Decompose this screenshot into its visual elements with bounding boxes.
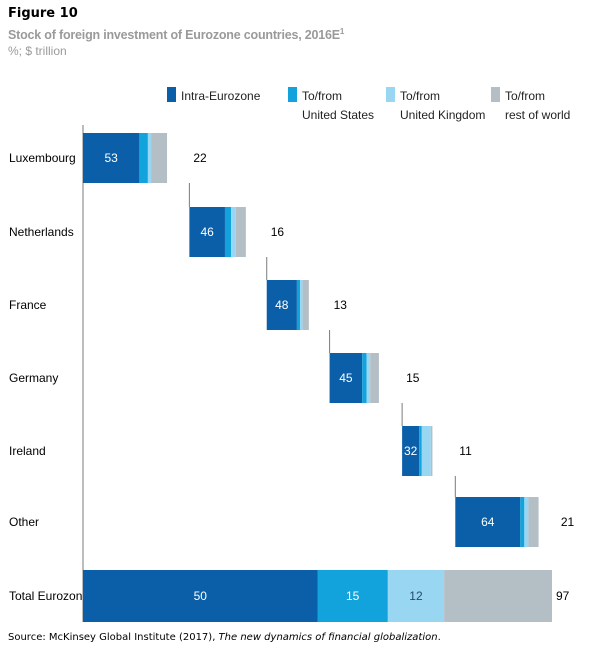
bar-segment-to-from-rest-of-world [302, 280, 309, 330]
row-germany: Germany 45 15 [9, 330, 420, 403]
bar-segment-to-from-rest-of-world [151, 133, 168, 183]
legend-label: rest of world [505, 108, 570, 122]
source-suffix: . [437, 632, 441, 643]
row-luxembourg: Luxembourg 53 22 [9, 133, 207, 183]
bar-segment-to-from-rest-of-world [444, 570, 552, 622]
source-prefix: Source: McKinsey Global Institute (2017)… [8, 632, 219, 643]
bar-segment-to-from-united-states [224, 207, 232, 257]
source-title: The new dynamics of financial globalizat… [218, 632, 438, 643]
category-label: Germany [9, 371, 58, 385]
legend-label: To/from [302, 89, 342, 103]
bar-segment-intra-eurozone [83, 133, 140, 183]
category-label: France [9, 298, 47, 312]
category-label: Ireland [9, 444, 46, 458]
chart-title: Stock of foreign investment of Eurozone … [8, 27, 344, 42]
segment-value-label: 64 [481, 515, 495, 529]
bar-segment-intra-eurozone [266, 280, 297, 330]
bar-segment-to-from-united-kingdom [387, 570, 445, 622]
legend-label: United States [302, 108, 374, 122]
segment-value-label: 53 [105, 151, 119, 165]
bar-segment-to-from-united-states [419, 426, 422, 476]
chart-subtitle: %; $ trillion [8, 44, 67, 58]
title-footnote-marker: 1 [339, 27, 345, 36]
bar-segment-intra-eurozone [402, 426, 420, 476]
category-label: Other [9, 515, 39, 529]
segment-value-label: 50 [194, 589, 208, 603]
legend-label: To/from [505, 89, 545, 103]
category-label: Luxembourg [9, 151, 76, 165]
legend-swatch [288, 87, 297, 102]
bar-segment-to-from-rest-of-world [370, 353, 379, 403]
segment-value-label: 46 [200, 225, 214, 239]
bar-segment-to-from-rest-of-world [235, 207, 246, 257]
row-total-eurozone: Total Eurozone 50 15 12 97 [9, 570, 570, 622]
bar-segment-to-from-united-kingdom [300, 280, 303, 330]
category-label: Total Eurozone [9, 589, 89, 603]
bar-segment-intra-eurozone [83, 570, 318, 622]
bar-segment-to-from-rest-of-world [528, 497, 539, 547]
bar-segment-intra-eurozone [189, 207, 225, 257]
bar-segment-intra-eurozone [455, 497, 521, 547]
total-value-label: 11 [459, 444, 472, 458]
total-value-label: 97 [556, 589, 570, 603]
source-note: Source: McKinsey Global Institute (2017)… [8, 632, 441, 643]
bar-segment-to-from-united-kingdom [231, 207, 236, 257]
total-value-label: 13 [334, 298, 348, 312]
bar-segment-to-from-united-kingdom [421, 426, 431, 476]
figure-label: Figure 10 [8, 6, 78, 21]
legend-item-to-from-united-kingdom: To/from United Kingdom [386, 87, 485, 122]
segment-value-label: 32 [404, 444, 418, 458]
bar-segment-to-from-united-states [362, 353, 367, 403]
bar-segment-to-from-united-kingdom [147, 133, 152, 183]
bar-segment-to-from-united-states [520, 497, 525, 547]
legend-item-intra-eurozone: Intra-Eurozone [167, 87, 261, 103]
bar-segment-intra-eurozone [329, 353, 363, 403]
segment-value-label: 15 [346, 589, 360, 603]
row-other: Other 64 21 [9, 476, 575, 547]
total-value-label: 21 [561, 515, 575, 529]
legend-item-to-from-rest-of-world: To/from rest of world [491, 87, 570, 122]
legend-swatch [491, 87, 500, 102]
row-netherlands: Netherlands 46 16 [9, 183, 284, 257]
segment-value-label: 48 [275, 298, 289, 312]
bar-segment-to-from-united-states [139, 133, 148, 183]
legend-swatch [386, 87, 395, 102]
bar-segment-to-from-united-kingdom [366, 353, 371, 403]
bar-segment-to-from-united-kingdom [524, 497, 529, 547]
legend-label: Intra-Eurozone [181, 89, 261, 103]
legend-label: To/from [400, 89, 440, 103]
row-france: France 48 13 [9, 257, 347, 330]
chart-title-text: Stock of foreign investment of Eurozone … [8, 28, 340, 43]
segment-value-label: 12 [409, 589, 423, 603]
segment-value-label: 45 [339, 371, 353, 385]
total-value-label: 15 [406, 371, 420, 385]
total-value-label: 16 [271, 225, 285, 239]
category-label: Netherlands [9, 225, 74, 239]
total-value-label: 22 [193, 151, 207, 165]
row-ireland: Ireland 32 11 [9, 403, 472, 476]
bar-segment-to-from-united-states [296, 280, 301, 330]
bar-segment-to-from-rest-of-world [430, 426, 433, 476]
legend-swatch [167, 87, 176, 102]
bar-segment-to-from-united-states [317, 570, 388, 622]
legend-item-to-from-united-states: To/from United States [288, 87, 374, 122]
chart-rows: Luxembourg 53 22 Netherlands 46 16 France 48 13 G… [9, 133, 575, 622]
legend-label: United Kingdom [400, 108, 485, 122]
